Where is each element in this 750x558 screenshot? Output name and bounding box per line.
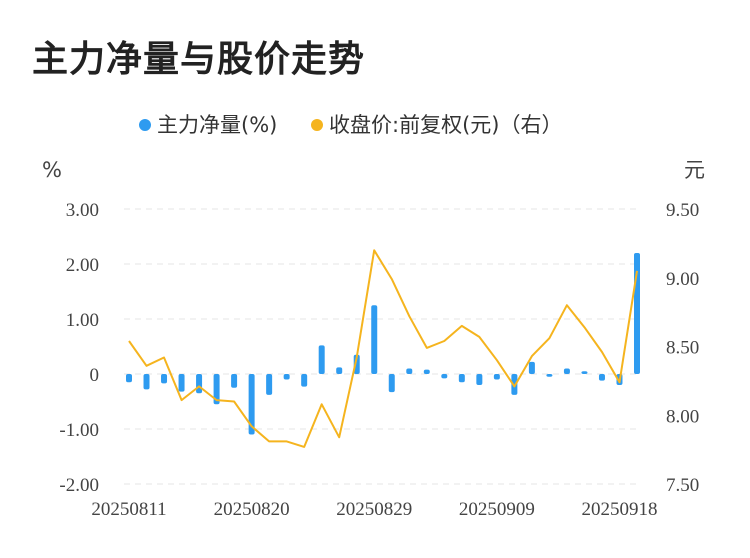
bar bbox=[283, 374, 290, 380]
right-tick-label: 7.50 bbox=[666, 475, 699, 496]
price-line bbox=[128, 249, 638, 448]
bar bbox=[546, 374, 553, 377]
bar bbox=[248, 374, 255, 435]
bar bbox=[126, 374, 132, 383]
x-tick-label: 20250829 bbox=[336, 499, 412, 520]
x-tick-label: 20250918 bbox=[581, 499, 657, 520]
bar bbox=[598, 374, 605, 381]
bar bbox=[423, 369, 430, 374]
left-axis-unit: % bbox=[42, 158, 62, 182]
legend-marker-1 bbox=[311, 119, 323, 131]
legend-label-0: 主力净量(%) bbox=[157, 113, 277, 137]
bar bbox=[441, 374, 448, 379]
bar bbox=[213, 374, 220, 405]
bar bbox=[371, 305, 378, 374]
x-tick-label: 20250909 bbox=[459, 499, 535, 520]
chart-title: 主力净量与股价走势 bbox=[32, 39, 366, 80]
bar bbox=[143, 374, 150, 390]
left-tick-label: 3.00 bbox=[66, 200, 99, 221]
x-tick-label: 20250811 bbox=[91, 499, 166, 520]
right-tick-label: 9.50 bbox=[666, 200, 699, 221]
bar bbox=[528, 361, 535, 374]
bar bbox=[458, 374, 465, 383]
bar bbox=[406, 368, 413, 374]
left-tick-label: -1.00 bbox=[59, 420, 99, 441]
left-tick-label: -2.00 bbox=[59, 475, 99, 496]
bar bbox=[161, 374, 168, 384]
legend-marker-0 bbox=[139, 119, 151, 131]
left-tick-label: 0 bbox=[90, 365, 100, 386]
bar bbox=[318, 345, 325, 374]
bar bbox=[178, 374, 185, 392]
bar bbox=[388, 374, 395, 393]
bar bbox=[493, 374, 500, 380]
left-tick-label: 1.00 bbox=[66, 310, 99, 331]
bar bbox=[581, 371, 588, 374]
bar bbox=[563, 368, 570, 374]
right-axis-unit: 元 bbox=[684, 158, 705, 182]
bar bbox=[231, 374, 238, 388]
right-tick-label: 8.00 bbox=[666, 406, 699, 427]
left-tick-label: 2.00 bbox=[66, 255, 99, 276]
bar bbox=[301, 374, 308, 387]
bar bbox=[266, 374, 273, 395]
bar bbox=[336, 367, 343, 374]
bar bbox=[196, 374, 203, 394]
right-tick-label: 9.00 bbox=[666, 269, 699, 290]
bar bbox=[476, 374, 483, 385]
x-tick-label: 20250820 bbox=[214, 499, 290, 520]
legend-label-1: 收盘价:前复权(元)（右） bbox=[329, 113, 562, 137]
right-tick-label: 8.50 bbox=[666, 338, 699, 359]
